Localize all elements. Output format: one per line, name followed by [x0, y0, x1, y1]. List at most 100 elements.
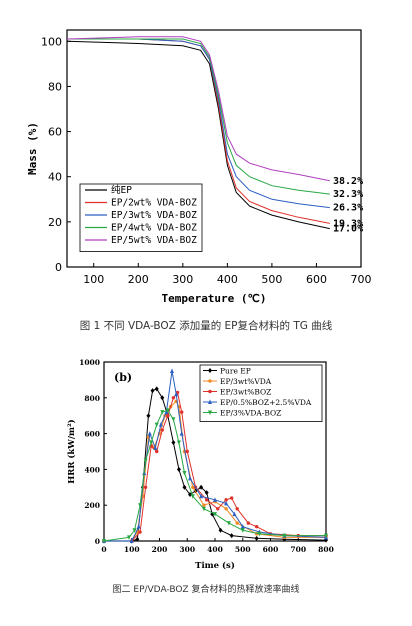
chart-b-data-point: [164, 409, 169, 415]
chart-b-x-tick-label: 800: [318, 545, 334, 554]
chart-b-data-point: [153, 445, 158, 450]
chart-b-x-tick-label: 700: [290, 545, 306, 554]
chart-b-data-point: [180, 410, 184, 414]
chart-b-data-point: [176, 466, 181, 472]
chart-b-data-point: [171, 417, 176, 422]
chart-b-y-tick-label: 1000: [79, 358, 100, 367]
chart-b-legend-label: EP/3wt%BOZ: [220, 388, 271, 397]
chart-b-data-point: [135, 536, 140, 542]
chart-b-data-point: [176, 440, 181, 446]
chart-b-data-point: [166, 414, 170, 418]
chart-b-data-point: [232, 511, 237, 517]
chart-b-data-point: [213, 512, 217, 517]
chart-b-data-point: [229, 496, 234, 500]
chart-b-data-point: [240, 524, 245, 529]
chart-a-y-tick-label: 40: [48, 171, 62, 184]
chart-b-data-point: [202, 503, 206, 507]
chart-a-y-tick-label: 20: [48, 216, 62, 229]
chart-b-data-point: [324, 533, 328, 539]
chart-b-data-point: [132, 528, 137, 533]
chart-b-x-tick-label: 500: [235, 545, 251, 554]
chart-b-data-point: [171, 440, 176, 446]
chart-b-data-point: [208, 389, 212, 394]
chart-a-plot-frame: [66, 29, 362, 268]
chart-a-x-tick-label: 200: [128, 273, 149, 286]
chart-b-data-point: [188, 475, 193, 481]
chart-b-legend-label: EP/3wt%VDA: [220, 377, 272, 386]
chart-b-data-point: [224, 498, 228, 502]
chart-a-x-tick-label: 700: [351, 273, 372, 286]
chart-a-y-tick-label: 100: [41, 35, 62, 48]
chart-a-y-tick-label: 60: [48, 126, 62, 139]
chart-b-y-tick-label: 200: [84, 501, 100, 510]
chart-a-legend-label: EP/4wt% VDA-BOZ: [111, 223, 197, 234]
chart-b-x-tick-label: 300: [179, 545, 195, 554]
chart-a-x-tick-label: 300: [172, 273, 193, 286]
chart-b-legend-box: [199, 364, 323, 422]
chart-b-data-point: [208, 368, 212, 373]
chart-b-data-point: [179, 431, 184, 436]
chart-b-x-tick-label: 0: [101, 545, 106, 554]
chart-a-x-tick-label: 100: [83, 273, 104, 286]
chart-b: 0 100 200 300 400 500 600 700 800 0 200 400 600 800 10…: [66, 358, 334, 571]
chart-b-data-point: [169, 368, 174, 373]
chart-b-data-point: [188, 491, 193, 497]
figure-1-caption: 图 1 不同 VDA-BOZ 添加量的 EP复合材料的 TG 曲线: [79, 320, 333, 332]
chart-b-data-point: [204, 490, 209, 496]
chart-a-x-axis-title: Temperature (℃): [161, 292, 266, 305]
chart-b-series-line: [104, 388, 327, 542]
chart-b-data-point: [254, 535, 259, 541]
chart-a-series-line: [66, 40, 330, 230]
chart-a-series-line: [67, 38, 330, 195]
chart-b-x-axis-title: Time (s): [195, 560, 235, 571]
chart-a-legend-label: EP/5wt% VDA-BOZ: [111, 235, 197, 246]
chart-b-data-point: [160, 410, 165, 415]
chart-a-x-tick-label: 500: [261, 273, 282, 286]
chart-b-x-tick-label: 200: [152, 545, 168, 554]
chart-b-data-point: [154, 422, 159, 428]
chart-b-data-point: [254, 524, 259, 529]
chart-b-data-point: [154, 386, 159, 392]
chart-a-end-value-label: 17.0%: [333, 224, 363, 235]
chart-a-x-tick-label: 400: [217, 273, 238, 286]
chart-b-data-point: [246, 521, 250, 525]
chart-b-data-point: [155, 449, 159, 454]
chart-b-x-tick-label: 400: [207, 545, 223, 554]
chart-b-data-point: [129, 538, 134, 543]
chart-b-data-point: [171, 396, 176, 400]
chart-a-legend-label: EP/3wt% VDA-BOZ: [111, 210, 197, 221]
chart-b-y-tick-label: 400: [84, 465, 100, 474]
chart-b-series-line: [103, 409, 326, 542]
chart-b-data-point: [160, 428, 164, 432]
chart-b-data-point: [147, 431, 152, 436]
chart-b-data-point: [158, 422, 163, 427]
chart-a-y-tick-label: 0: [55, 261, 62, 274]
chart-b-y-axis-title: HRR (kW/m²): [66, 419, 77, 483]
chart-b-y-tick-label: 0: [95, 537, 100, 546]
chart-b-data-point: [185, 449, 189, 454]
chart-a-x-tick-label: 600: [306, 273, 327, 286]
chart-b-data-point: [182, 484, 187, 490]
chart-b-data-point: [199, 493, 204, 499]
chart-b-data-point: [218, 527, 223, 533]
chart-a-end-value-label: 26.3%: [333, 203, 363, 214]
chart-b-data-point: [204, 498, 209, 502]
chart-b-data-point: [143, 458, 148, 463]
chart-b-data-point: [224, 500, 229, 506]
chart-b-panel-label: (b): [114, 371, 132, 384]
chart-b-legend-label: EP/0.5%BOZ+2.5%VDA: [220, 398, 312, 407]
chart-b-data-point: [138, 530, 142, 534]
chart-b-data-point: [149, 440, 154, 446]
chart-b-data-point: [182, 470, 187, 476]
chart-b-data-point: [257, 531, 262, 537]
chart-b-legend-label: EP/3%VDA-BOZ: [220, 409, 281, 418]
chart-b-data-point: [229, 533, 234, 539]
chart-b-data-point: [282, 533, 287, 539]
chart-b-data-point: [138, 503, 143, 508]
chart-a-end-value-label: 38.2%: [333, 176, 363, 187]
chart-b-data-point: [226, 521, 231, 526]
chart-a-series-line: [66, 36, 330, 182]
chart-b-legend-label: Pure EP: [220, 367, 251, 376]
chart-b-data-point: [165, 408, 170, 413]
